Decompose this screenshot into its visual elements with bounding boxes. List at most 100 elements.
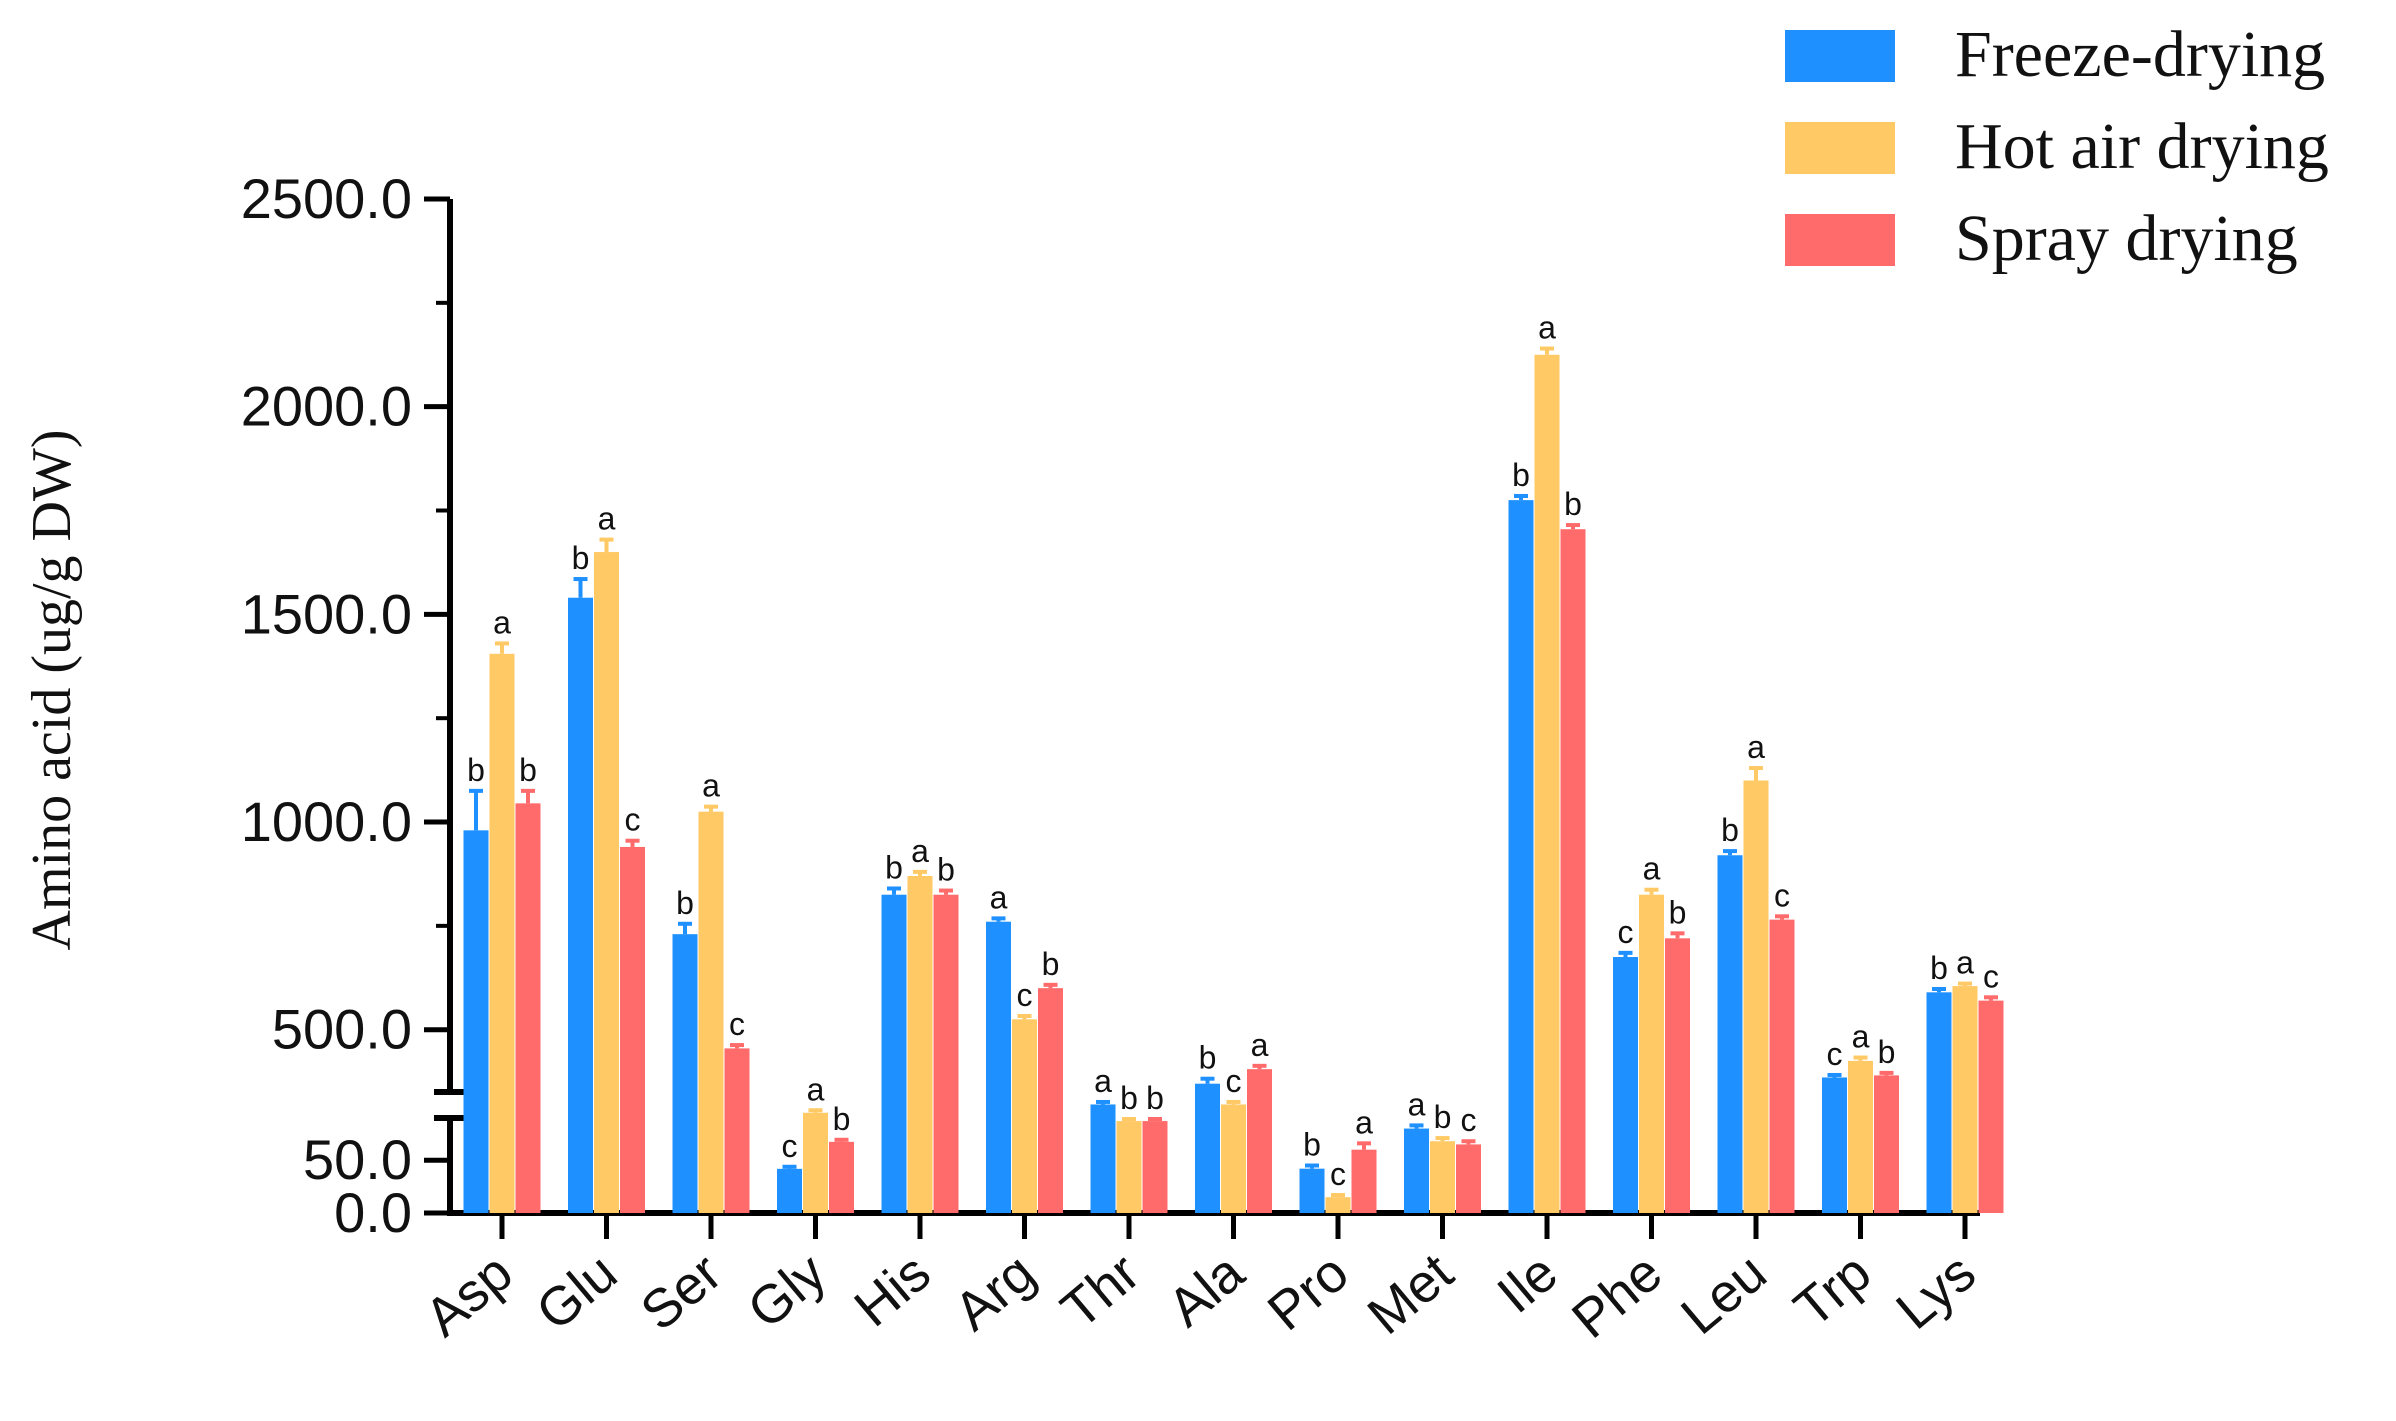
significance-letter: a xyxy=(1251,1027,1269,1063)
significance-letter: a xyxy=(1408,1086,1426,1122)
bar-met-series-3 xyxy=(1456,1144,1481,1213)
bar-leu-series-3 xyxy=(1769,919,1795,1213)
bar-glu-series-2 xyxy=(594,552,619,1213)
significance-letter: c xyxy=(1461,1102,1477,1138)
bar-glu-series-1 xyxy=(568,597,593,1213)
bar-pro-series-1 xyxy=(1299,1168,1325,1213)
significance-letter: c xyxy=(1827,1036,1843,1072)
legend-swatch-2 xyxy=(1785,122,1895,174)
bar-his-series-2 xyxy=(907,876,933,1213)
x-tick-label-his: His xyxy=(843,1242,941,1338)
bar-asp-series-1 xyxy=(463,830,489,1213)
bar-lys-series-3 xyxy=(1978,1000,2004,1213)
significance-letter: a xyxy=(598,501,616,537)
y-tick-label: 500.0 xyxy=(272,998,412,1061)
x-tick-label-thr: Thr xyxy=(1050,1242,1151,1340)
x-tick-label-lys: Lys xyxy=(1885,1242,1986,1341)
bar-phe-series-1 xyxy=(1613,957,1638,1213)
y-tick-label: 2500.0 xyxy=(241,167,412,230)
x-tick-label-phe: Phe xyxy=(1561,1242,1673,1350)
y-tick-label: 2000.0 xyxy=(241,375,412,438)
x-tick-label-met: Met xyxy=(1357,1242,1465,1346)
significance-letter: b xyxy=(1721,812,1739,848)
significance-letter: b xyxy=(1199,1040,1217,1076)
bar-asp-series-2 xyxy=(489,653,515,1213)
bar-gly-series-2 xyxy=(803,1112,828,1213)
bar-ile-series-1 xyxy=(1508,500,1534,1213)
bar-trp-series-1 xyxy=(1822,1077,1847,1213)
bar-his-series-1 xyxy=(881,894,907,1213)
significance-letter: b xyxy=(467,752,485,788)
significance-letter: c xyxy=(1226,1063,1242,1099)
bar-thr-series-1 xyxy=(1090,1104,1116,1213)
bar-thr-series-2 xyxy=(1116,1121,1142,1213)
significance-letter: b xyxy=(1303,1127,1321,1163)
legend-swatch-1 xyxy=(1785,30,1895,82)
bar-ala-series-3 xyxy=(1247,1069,1272,1213)
x-tick-label-ala: Ala xyxy=(1157,1242,1256,1339)
bar-asp-series-3 xyxy=(515,803,541,1213)
bar-ala-series-1 xyxy=(1195,1083,1220,1213)
bar-lys-series-1 xyxy=(1926,992,1952,1213)
significance-letter: b xyxy=(1930,950,1948,986)
bar-ile-series-2 xyxy=(1534,354,1560,1213)
bar-ala-series-2 xyxy=(1221,1104,1246,1213)
significance-letter: a xyxy=(1094,1063,1112,1099)
significance-letter: a xyxy=(1956,945,1974,981)
legend-label-1: Freeze-drying xyxy=(1955,18,2325,91)
bar-trp-series-2 xyxy=(1848,1060,1873,1213)
y-tick-label: 50.0 xyxy=(303,1128,412,1191)
bar-arg-series-2 xyxy=(1012,1019,1037,1213)
bar-arg-series-1 xyxy=(986,921,1011,1213)
bar-his-series-3 xyxy=(933,894,959,1213)
bar-gly-series-3 xyxy=(829,1141,854,1213)
significance-letter: b xyxy=(1120,1080,1138,1116)
x-tick-label-trp: Trp xyxy=(1783,1242,1882,1339)
significance-letter: a xyxy=(1355,1104,1373,1140)
significance-letter: c xyxy=(1983,958,1999,994)
bar-gly-series-1 xyxy=(777,1168,802,1213)
significance-letter: b xyxy=(676,885,694,921)
significance-letter: b xyxy=(937,852,955,888)
y-tick-label: 0.0 xyxy=(334,1181,412,1244)
significance-letter: b xyxy=(572,540,590,576)
significance-letter: c xyxy=(1774,877,1790,913)
significance-letter: a xyxy=(702,768,720,804)
legend-label-3: Spray drying xyxy=(1955,202,2298,275)
x-tick-label-ser: Ser xyxy=(630,1242,733,1342)
bar-phe-series-2 xyxy=(1639,894,1664,1213)
x-tick-label-asp: Asp xyxy=(414,1242,524,1348)
x-tick-label-gly: Gly xyxy=(737,1242,838,1340)
legend: Freeze-drying Hot air drying Spray drying xyxy=(1785,18,2329,275)
bar-phe-series-3 xyxy=(1665,938,1690,1213)
significance-letter: b xyxy=(1512,457,1530,493)
bar-leu-series-2 xyxy=(1743,780,1769,1213)
y-tick-label: 1000.0 xyxy=(241,790,412,853)
significance-letter: a xyxy=(1747,729,1765,765)
significance-letter: b xyxy=(1434,1099,1452,1135)
x-tick-label-glu: Glu xyxy=(525,1242,628,1342)
bar-ser-series-2 xyxy=(698,811,724,1213)
significance-letter: a xyxy=(1643,851,1661,887)
significance-letter: b xyxy=(1878,1034,1896,1070)
significance-letter: b xyxy=(885,849,903,885)
legend-swatch-3 xyxy=(1785,214,1895,266)
significance-letter: a xyxy=(807,1071,825,1107)
bar-arg-series-3 xyxy=(1038,988,1063,1213)
significance-letter: c xyxy=(782,1128,798,1164)
y-axis-title: Amino acid (ug/g DW) xyxy=(21,430,83,951)
x-tick-label-pro: Pro xyxy=(1257,1242,1360,1342)
significance-letter: a xyxy=(1538,310,1556,346)
significance-letter: b xyxy=(519,752,537,788)
x-tick-label-arg: Arg xyxy=(943,1242,1046,1342)
significance-letter: a xyxy=(493,604,511,640)
significance-letter: a xyxy=(911,833,929,869)
significance-letter: b xyxy=(1669,894,1687,930)
significance-letter: b xyxy=(1146,1080,1164,1116)
significance-letter: c xyxy=(1017,977,1033,1013)
significance-letter: a xyxy=(1852,1019,1870,1055)
bar-pro-series-2 xyxy=(1325,1197,1351,1213)
bar-thr-series-3 xyxy=(1142,1121,1168,1213)
significance-letter: b xyxy=(1042,946,1060,982)
